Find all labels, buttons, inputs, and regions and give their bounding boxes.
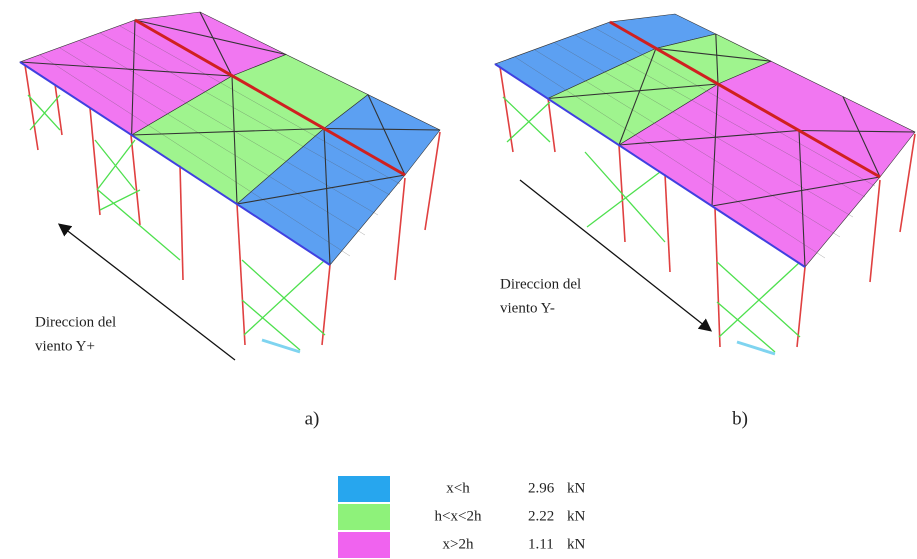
legend-zone: x<h — [446, 480, 470, 496]
panel-label: b) — [732, 408, 748, 429]
legend-value: 1.11 — [528, 536, 554, 552]
legend-swatch — [338, 532, 390, 558]
wind-label: viento Y- — [500, 300, 555, 316]
legend-zone: h<x<2h — [435, 508, 482, 524]
legend-unit: kN — [567, 480, 586, 496]
figure: Direccion del viento Y+ Direccion del vi… — [0, 0, 917, 559]
wind-label: Direccion del — [35, 314, 116, 330]
legend-unit: kN — [567, 508, 586, 524]
model-a — [20, 12, 440, 360]
legend-unit: kN — [567, 536, 586, 552]
legend-value: 2.96 — [528, 480, 555, 496]
wind-label: Direccion del — [500, 276, 581, 292]
legend-value: 2.22 — [528, 508, 554, 524]
panel-label: a) — [305, 408, 320, 429]
legend-swatch — [338, 504, 390, 530]
legend: x<h 2.96 kN h<x<2h 2.22 kN x>2h 1.11 kN — [338, 476, 586, 558]
model-b — [495, 14, 915, 354]
legend-swatch — [338, 476, 390, 502]
legend-zone: x>2h — [443, 536, 474, 552]
wind-label: viento Y+ — [35, 338, 95, 354]
